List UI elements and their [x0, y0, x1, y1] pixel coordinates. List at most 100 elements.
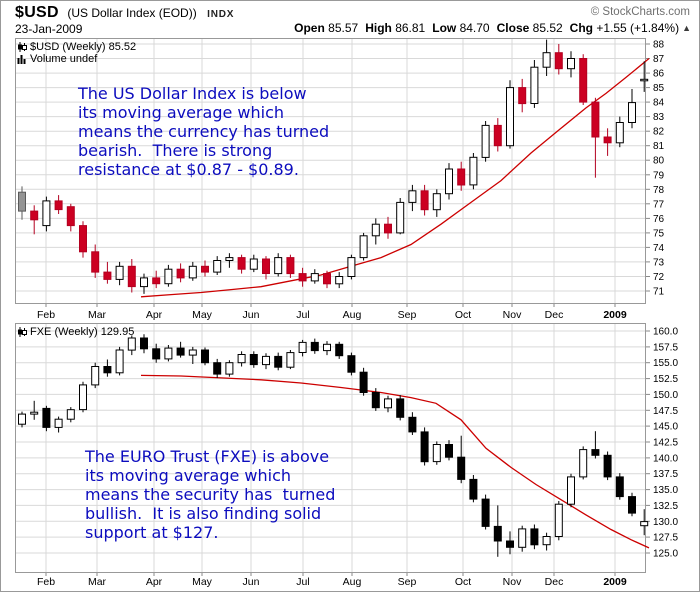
candle-body	[554, 503, 563, 537]
plot-frame	[15, 323, 646, 573]
candle-body	[384, 398, 392, 409]
candle-body	[310, 341, 319, 352]
y-axis-label: 83	[653, 112, 665, 123]
fxe-legend-label: FXE (Weekly) 129.95	[30, 326, 135, 338]
x-axis-label: May	[192, 309, 213, 321]
y-axis-label: 157.5	[653, 342, 678, 353]
candle-body	[347, 257, 356, 278]
y-axis-label: 160.0	[653, 327, 678, 338]
candle-body	[54, 418, 63, 428]
x-axis-label: Mar	[88, 309, 107, 321]
volume-legend-label: Volume undef	[30, 53, 98, 65]
candle-body	[213, 260, 222, 273]
candle-body	[335, 343, 344, 357]
plot-frame	[15, 38, 646, 304]
open-value: 85.57	[328, 21, 359, 35]
chg-label: Chg	[569, 21, 593, 35]
y-axis-label: 130.0	[653, 517, 678, 528]
x-axis-label: Mar	[88, 576, 107, 588]
candle-body	[262, 355, 270, 366]
usd-annotation-text: The US Dollar Index is below its moving …	[78, 84, 330, 179]
candle-body	[54, 200, 63, 211]
y-axis-label: 76	[653, 214, 665, 225]
candle-body	[237, 257, 246, 270]
candle-body	[30, 411, 39, 415]
candle-body	[628, 102, 636, 123]
candle-body	[164, 347, 173, 360]
candle-body	[603, 136, 612, 144]
stockcharts-credit: © StockCharts.com	[590, 6, 690, 18]
y-axis-label: 135.0	[653, 485, 678, 496]
x-axis-label: Aug	[343, 576, 362, 588]
low-label: Low	[432, 21, 457, 35]
chg-value: +1.55 (+1.84%)	[596, 21, 680, 35]
x-axis-label: Jul	[296, 576, 309, 588]
close-value: 85.52	[532, 21, 563, 35]
y-axis-label: 85	[653, 83, 665, 94]
moving-average-line	[140, 57, 650, 298]
candle-body	[249, 354, 258, 366]
low-value: 84.70	[459, 21, 490, 35]
fxe-annotation-text: The EURO Trust (FXE) is above its moving…	[85, 447, 336, 542]
y-axis-label: 73	[653, 257, 665, 268]
candle-body	[127, 337, 136, 351]
candle-body	[457, 168, 466, 186]
candle-body	[408, 416, 417, 433]
y-axis-label: 75	[653, 228, 665, 239]
y-axis-label: 72	[653, 272, 665, 283]
y-axis-label: 79	[653, 170, 665, 181]
exchange-label: INDX	[207, 9, 235, 20]
candle-body	[432, 193, 441, 211]
usd-weekly-chart-canvas: 71 72 73 74 75 76 77 78 79 80 81 82 83 84 85 86 87 88 Feb M…	[15, 38, 665, 321]
y-axis-label: 142.5	[653, 438, 678, 449]
high-label: High	[365, 21, 392, 35]
instrument-name: (US Dollar Index (EOD))	[67, 6, 197, 20]
candle-body	[103, 366, 112, 374]
y-axis-label: 87	[653, 54, 665, 65]
y-axis-label: 84	[653, 98, 665, 109]
candle-body	[91, 366, 100, 386]
candle-body	[201, 265, 209, 273]
candle-body	[530, 528, 539, 546]
y-axis-label: 137.5	[653, 469, 678, 480]
candle-body	[579, 449, 588, 478]
x-axis-label: Aug	[343, 309, 362, 321]
candle-body	[152, 348, 161, 360]
candle-body	[188, 265, 197, 279]
candle-body	[371, 223, 380, 237]
candle-body	[298, 341, 307, 353]
candle-body	[79, 384, 87, 411]
y-axis-label: 127.5	[653, 533, 678, 544]
candle-body	[18, 413, 26, 425]
x-axis-label: Jun	[243, 309, 260, 321]
y-axis-label: 150.0	[653, 390, 678, 401]
fxe-legend: FXE (Weekly) 129.95	[17, 326, 134, 338]
usd-legend: $USD (Weekly) 85.52	[17, 41, 136, 53]
x-axis-label: 2009	[603, 309, 627, 321]
candle-body	[79, 225, 87, 253]
high-value: 86.81	[395, 21, 426, 35]
candle-body	[359, 371, 368, 393]
candle-body	[396, 201, 405, 234]
candle-body	[115, 265, 124, 280]
candle-body	[615, 122, 624, 144]
y-axis-label: 88	[653, 40, 665, 51]
x-axis-label: Feb	[37, 309, 55, 321]
y-axis-label: 152.5	[653, 374, 678, 385]
candle-body	[66, 206, 75, 227]
candle-body	[237, 354, 246, 364]
candle-body	[42, 407, 51, 428]
candle-body	[18, 191, 26, 212]
candle-body	[445, 168, 453, 195]
x-axis-label: Dec	[545, 576, 564, 588]
candle-body	[249, 258, 258, 270]
candle-body	[140, 337, 148, 350]
chart-header: $USD (US Dollar Index (EOD)) INDX	[15, 4, 234, 22]
candle-body	[469, 156, 478, 186]
candle-body	[164, 268, 173, 285]
x-axis-label: Feb	[37, 576, 55, 588]
y-axis-label: 80	[653, 156, 665, 167]
candle-body	[30, 210, 39, 221]
candle-body	[542, 52, 551, 68]
